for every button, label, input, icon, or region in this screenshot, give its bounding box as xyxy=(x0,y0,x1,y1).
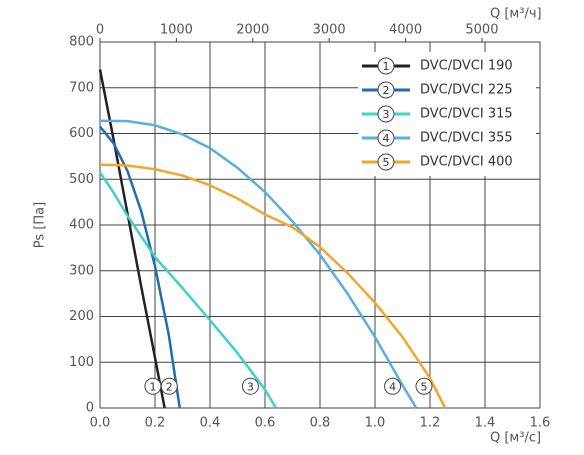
curve-number: 1 xyxy=(149,380,156,393)
y-tick-label: 200 xyxy=(69,309,94,324)
x-tick-label: 1.4 xyxy=(475,416,496,431)
curve-number-circle xyxy=(384,377,402,395)
x-tick-label: 1.6 xyxy=(530,416,551,431)
x-tick-label: 0.4 xyxy=(200,416,221,431)
x-tick-label: 1.0 xyxy=(365,416,386,431)
y-tick-label: 500 xyxy=(69,172,94,187)
legend-number: 1 xyxy=(383,60,390,73)
legend-label: DVC/DVCI 400 xyxy=(420,155,513,170)
x-axis-label: Q [м³/с] xyxy=(490,431,541,446)
x-tick-label: 1.2 xyxy=(420,416,441,431)
x2-tick-label: 0 xyxy=(96,23,104,38)
curve-number: 4 xyxy=(389,380,396,393)
series-line xyxy=(98,69,166,409)
y-tick-label: 700 xyxy=(69,80,94,95)
series-line xyxy=(99,125,181,409)
x2-axis-label: Q [м³/ч] xyxy=(490,7,542,22)
plot-frame xyxy=(99,41,541,409)
curve-number: 5 xyxy=(421,380,428,393)
legend-label: DVC/DVCI 315 xyxy=(420,107,513,122)
x2-tick-label: 3000 xyxy=(313,23,346,38)
x2-tick-label: 5000 xyxy=(465,23,498,38)
x-tick-label: 0.0 xyxy=(90,416,111,431)
curve-number: 2 xyxy=(166,380,173,393)
x2-tick-label: 2000 xyxy=(236,23,269,38)
legend-number: 4 xyxy=(383,132,390,145)
y-tick-label: 800 xyxy=(69,35,94,50)
legend-label: DVC/DVCI 355 xyxy=(420,131,513,146)
x2-tick-label: 4000 xyxy=(389,23,422,38)
legend-label: DVC/DVCI 190 xyxy=(420,59,513,74)
series-line xyxy=(99,119,418,409)
legend-number-circle xyxy=(377,105,395,123)
series-line xyxy=(99,163,447,409)
x2-tick-label: 1000 xyxy=(160,23,193,38)
series-line xyxy=(98,171,278,409)
curve-number: 3 xyxy=(247,380,254,393)
x-tick-label: 0.8 xyxy=(310,416,331,431)
legend-number-circle xyxy=(377,81,395,99)
y-tick-label: 400 xyxy=(69,218,94,233)
y-tick-label: 300 xyxy=(69,263,94,278)
legend-number-circle xyxy=(377,153,395,171)
legend-number-circle xyxy=(377,129,395,147)
y-tick-label: 600 xyxy=(69,126,94,141)
y-tick-label: 100 xyxy=(69,355,94,370)
legend-number: 2 xyxy=(383,84,390,97)
legend-number: 5 xyxy=(383,156,390,169)
x-tick-label: 0.2 xyxy=(145,416,166,431)
y-tick-label: 0 xyxy=(86,401,94,416)
curve-number-circle xyxy=(241,377,259,395)
x-tick-label: 0.6 xyxy=(255,416,276,431)
legend-number: 3 xyxy=(383,108,390,121)
y-axis-label: Ps [Па] xyxy=(33,202,48,248)
curve-number-circle xyxy=(160,377,178,395)
curve-number-circle xyxy=(415,377,433,395)
legend-number-circle xyxy=(377,57,395,75)
legend-label: DVC/DVCI 225 xyxy=(420,83,513,98)
